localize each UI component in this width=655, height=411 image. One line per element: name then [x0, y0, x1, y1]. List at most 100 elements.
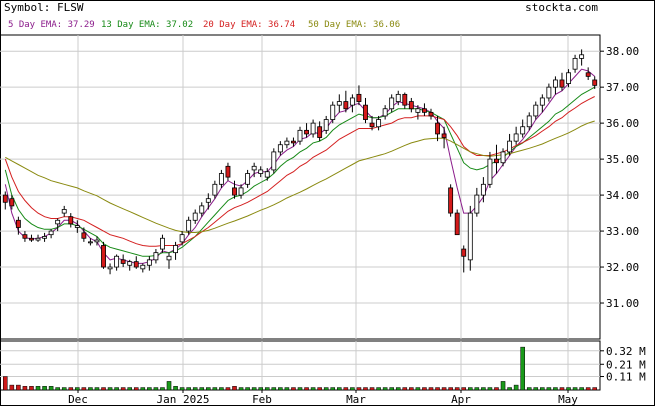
volume-bar	[284, 387, 290, 391]
volume-bar	[500, 381, 506, 391]
x-axis: Dec Jan 2025 Feb Mar Apr May	[68, 390, 578, 406]
x-tick-label: Apr	[451, 393, 471, 406]
volume-bar	[422, 387, 427, 391]
candle	[480, 177, 486, 203]
candle	[572, 54, 578, 73]
volume-bar	[153, 387, 159, 391]
volume-bar	[278, 387, 283, 391]
candle	[402, 92, 408, 109]
legend-ema13-label: 13 Day EMA:	[101, 20, 161, 30]
volume-bar	[219, 387, 224, 391]
candle	[29, 234, 34, 242]
legend-ema50-label: 50 Day EMA:	[308, 20, 368, 30]
volume-y-axis: 0.32 M0.21 M0.11 M	[600, 345, 646, 384]
volume-bar	[251, 387, 257, 391]
volume-bar	[81, 387, 87, 391]
price-tick-label: 33.00	[606, 225, 639, 238]
candle	[422, 103, 427, 116]
candle	[323, 115, 329, 134]
volume-bar	[395, 387, 401, 391]
volume-tick-label: 0.11 M	[606, 371, 646, 384]
legend-ema5-value: 37.29	[68, 20, 95, 30]
price-tick-label: 35.00	[606, 153, 639, 166]
candle	[179, 231, 185, 246]
volume-bar	[179, 387, 185, 391]
volume-bar	[310, 387, 316, 391]
volume-bar	[317, 387, 322, 391]
volume-bar	[68, 387, 74, 391]
candle	[140, 263, 146, 273]
volume-bar	[468, 387, 473, 391]
x-tick-label: May	[558, 393, 578, 406]
volume-tick-label: 0.21 M	[606, 358, 646, 371]
volume-bar	[206, 387, 211, 391]
volume-bar	[29, 386, 34, 391]
candle	[205, 193, 211, 210]
candle	[42, 232, 48, 242]
candle	[22, 231, 28, 242]
volume-bar	[520, 346, 525, 391]
volume-bar	[166, 381, 172, 391]
candle	[454, 209, 460, 236]
candle	[552, 76, 558, 95]
volume-bar	[94, 387, 100, 391]
candle	[225, 162, 231, 181]
candle	[585, 67, 591, 80]
candle	[520, 119, 526, 138]
volume-bar	[199, 387, 205, 391]
volume-bar	[474, 387, 480, 391]
candle	[133, 256, 139, 269]
volume-bar	[540, 387, 545, 391]
volume-bar	[454, 387, 460, 391]
volume-bar	[572, 387, 578, 391]
volume-bar	[553, 387, 558, 391]
volume-bar	[16, 384, 21, 391]
volume-bar	[481, 387, 486, 391]
volume-tick-label: 0.32 M	[606, 345, 646, 358]
candle	[101, 241, 106, 269]
volume-bar	[579, 387, 584, 391]
volume-bar	[546, 387, 552, 391]
candle	[35, 234, 41, 242]
volume-bar	[494, 387, 499, 391]
candle	[304, 123, 309, 138]
candle	[232, 180, 237, 199]
volume-bar	[297, 387, 303, 391]
candle	[271, 148, 277, 174]
candle	[2, 191, 8, 210]
candle	[428, 108, 434, 120]
candle	[389, 94, 395, 113]
candle	[127, 259, 133, 271]
legend-ema20-label: 20 Day EMA:	[203, 20, 263, 30]
volume-bar	[350, 387, 355, 391]
candle	[48, 229, 54, 239]
volume-bar	[192, 387, 198, 391]
volume-bar	[258, 387, 263, 391]
candle	[494, 144, 499, 174]
candle	[284, 137, 290, 149]
candle	[461, 245, 467, 273]
volume-bar	[363, 387, 368, 391]
candle	[363, 97, 368, 124]
candles	[2, 49, 598, 275]
volume-bar	[304, 387, 309, 391]
price-y-axis: 38.00 37.00 36.00 35.00 34.00 33.00 32.00 31.00	[600, 45, 639, 310]
volume-bar	[428, 387, 434, 391]
volume-bar	[323, 387, 329, 391]
candle	[199, 202, 205, 217]
candle	[251, 162, 257, 178]
volume-bar	[120, 387, 126, 391]
candle	[9, 195, 15, 210]
candle	[592, 76, 598, 89]
volume-bar	[245, 387, 250, 391]
candle	[238, 184, 244, 199]
volume-bar	[212, 387, 218, 391]
volume-bar	[186, 387, 191, 391]
candle	[120, 254, 126, 268]
volume-bar	[75, 387, 80, 391]
candle	[114, 254, 120, 271]
candle	[107, 263, 113, 275]
price-tick-label: 31.00	[606, 297, 639, 310]
